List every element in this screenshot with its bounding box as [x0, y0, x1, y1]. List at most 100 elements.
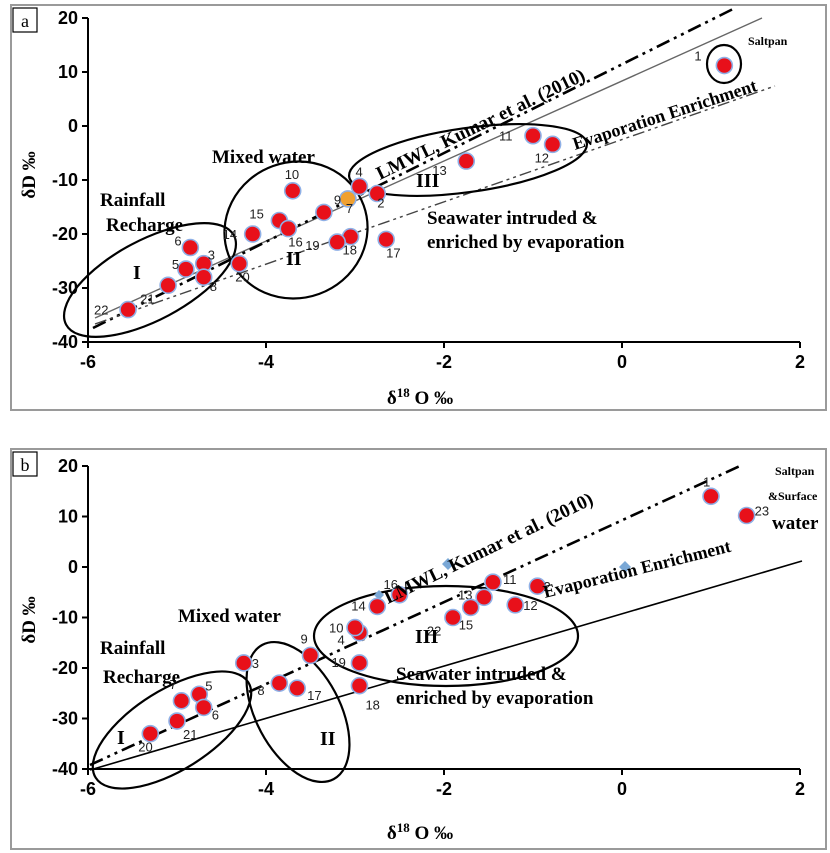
panel-b-point-label-8: 8 [257, 683, 264, 698]
panel-b-y-axis-label: δD ‰ [19, 596, 40, 643]
panel-a-point-label-3: 3 [208, 248, 215, 263]
panel-b-rainfall-label: Rainfall [100, 638, 165, 659]
panel-a-point-label-5: 5 [172, 257, 179, 272]
panel-b-surface-label: &Surface [768, 489, 818, 503]
panel-b-point-16 [390, 585, 409, 604]
panel-a-point-13 [457, 152, 476, 170]
panel-b-point-label-11: 11 [503, 572, 517, 587]
panel-a-y-tick-label: 20 [58, 8, 78, 28]
panel-a-point-label-21: 21 [140, 291, 154, 306]
panel-b-point-11 [484, 573, 502, 591]
panel-a-point-label-6: 6 [174, 234, 181, 249]
panel-a-group-i-ellipse [62, 222, 238, 338]
panel-b-y-tick-label: 0 [68, 557, 78, 577]
panel-a-point-label-19: 19 [305, 238, 319, 253]
panel-b-point-label-5: 5 [205, 678, 212, 693]
panel-b-group-ii-label: II [320, 728, 336, 750]
panel-a-point-19 [328, 233, 347, 251]
panel-a-seawater-label-1: Seawater intruded & [427, 208, 598, 229]
panel-b-point-20 [141, 724, 160, 743]
panel-b-x-tick-label: 0 [617, 779, 627, 799]
panel-b-recharge-label: Recharge [103, 667, 180, 688]
panel-b-point-label-14: 14 [351, 598, 365, 613]
panel-b-point-14 [368, 597, 387, 616]
panel-b-x-tick-label: -2 [436, 779, 452, 799]
panel-a-point-label-8: 8 [210, 279, 217, 294]
panel-a-point-14 [243, 225, 262, 243]
panel-a-y-tick-label: -30 [52, 278, 78, 298]
panel-a-tag-box [12, 7, 38, 33]
panel-a-mixed-water-label: Mixed water [212, 147, 315, 168]
panel-b-lmwl-marker-2 [619, 561, 631, 573]
panel-a-point-label-2: 2 [377, 196, 384, 211]
panel-b-point-6 [194, 698, 213, 717]
panel-a-point-label-4: 4 [355, 164, 362, 179]
panel-a-point-20 [230, 254, 249, 273]
panel-b-lmwl-marker-1 [442, 558, 454, 570]
panel-a-point-17 [377, 230, 395, 249]
panel-b-point-label-23: 23 [755, 503, 769, 518]
panel-b-y-tick-label: 20 [58, 456, 78, 476]
panel-b-point-8 [270, 674, 289, 692]
panel-b-seawater-label-1: Seawater intruded & [396, 664, 567, 685]
panel-b-point-label-20: 20 [138, 740, 152, 755]
panel-b-group-ii-ellipse [245, 640, 351, 784]
panel-b-y-tick-label: 10 [58, 507, 78, 527]
panel-a-group-iii-label: III [416, 170, 440, 192]
panel-b-point-label-13: 13 [458, 587, 472, 602]
panel-b-point-label-6: 6 [212, 707, 219, 722]
panel-a-x-tick-label: 2 [795, 352, 805, 372]
panel-b-point-7 [172, 692, 191, 710]
panel-b-lmwl-marker-3 [374, 590, 384, 600]
panel-b-point-label-15: 15 [459, 617, 473, 632]
panel-a-point-label-9: 9 [334, 192, 341, 207]
panel-b-x-tick-label: 2 [795, 779, 805, 799]
panel-a-group-iii-ellipse [347, 123, 589, 197]
panel-a-y-tick-label: -40 [52, 332, 78, 352]
panel-a-point-label-22: 22 [94, 303, 108, 318]
panel-b-point-label-16: 16 [384, 577, 398, 592]
panel-a-group-ii-label: II [286, 248, 302, 270]
panel-b-y-tick-label: -10 [52, 608, 78, 628]
panel-a-y-tick-label: 0 [68, 116, 78, 136]
panel-b-point-label-3: 3 [252, 656, 259, 671]
panel-b-group-i-ellipse [91, 670, 253, 790]
panel-a-lmwl-line [92, 6, 736, 330]
panel-a-x-tick-label: -6 [80, 352, 96, 372]
panel-b-x-tick-label: -6 [80, 779, 96, 799]
panel-a-point-label-15: 15 [249, 207, 263, 222]
panel-b-point-9 [301, 646, 320, 665]
panel-a-point-7 [339, 190, 357, 208]
panel-b-point-label-19: 19 [331, 655, 345, 670]
panel-a-point-label-7: 7 [346, 201, 353, 216]
panel-b-point-label-10: 10 [329, 621, 343, 636]
panel-b-point-13 [475, 588, 493, 607]
panel-a-saltpan-label: Saltpan [748, 34, 788, 48]
panel-b-point-label-1: 1 [703, 474, 710, 489]
panel-a-y-tick-label: -10 [52, 170, 78, 190]
panel-a-rainfall-label: Rainfall [100, 190, 165, 211]
panel-b-point-label-21: 21 [183, 727, 197, 742]
panel-a-point-label-14: 14 [223, 227, 237, 242]
panel-a-y-axis-label: δD ‰ [19, 151, 40, 198]
panel-b-y-tick-label: -20 [52, 658, 78, 678]
panel-a-point-label-16: 16 [288, 235, 302, 250]
panel-b-tag: b [21, 455, 30, 475]
panel-a-point-16 [279, 219, 298, 238]
panel-a-point-2 [368, 184, 387, 203]
panel-b-tag-box [12, 451, 38, 477]
panel-a-point-22 [119, 300, 137, 319]
panel-a-point-10 [283, 182, 302, 200]
panel-b-point-19 [350, 654, 369, 672]
panel-b-group-i-label: I [117, 727, 125, 749]
panel-a-seawater-label-2: enriched by evaporation [427, 232, 625, 253]
panel-b-point-label-18: 18 [365, 698, 379, 713]
panel-b-group-iii-label: III [415, 626, 439, 648]
panel-b-point-3 [234, 654, 253, 672]
